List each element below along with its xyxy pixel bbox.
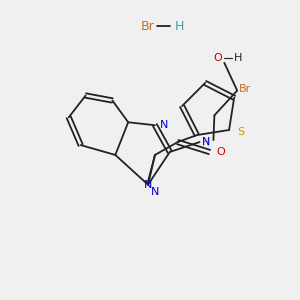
Text: N: N	[151, 187, 159, 197]
Text: N: N	[160, 120, 168, 130]
Text: H: H	[175, 20, 184, 33]
Text: H: H	[234, 53, 243, 63]
Text: H: H	[202, 138, 209, 148]
Text: Br: Br	[239, 84, 251, 94]
Text: Br: Br	[141, 20, 155, 33]
Text: N: N	[144, 180, 152, 190]
Text: N: N	[202, 137, 210, 147]
Text: O: O	[216, 147, 225, 157]
Text: S: S	[237, 127, 244, 137]
Text: O: O	[214, 53, 222, 63]
